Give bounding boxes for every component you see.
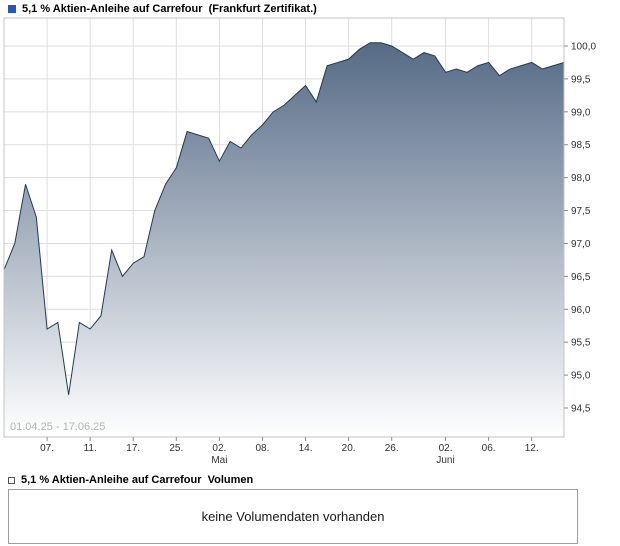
volume-title: 5,1 % Aktien-Anleihe auf Carrefour Volum… <box>21 474 254 486</box>
price-series-legend-swatch <box>8 5 16 13</box>
y-axis-label: 97,0 <box>571 239 591 250</box>
x-axis-label: 07. <box>40 443 54 454</box>
x-axis-label: 17. <box>126 443 140 454</box>
y-axis-label: 97,5 <box>571 206 591 217</box>
y-axis-label: 99,5 <box>571 74 591 85</box>
chart-title: 5,1 % Aktien-Anleihe auf Carrefour (Fran… <box>22 3 317 15</box>
volume-panel: keine Volumendaten vorhanden <box>8 489 578 544</box>
y-axis-label: 95,0 <box>571 371 591 382</box>
x-axis-label: 02. <box>212 443 226 454</box>
y-axis-label: 98,0 <box>571 173 591 184</box>
x-axis-label: 06. <box>482 443 496 454</box>
x-axis-month-label: Mai <box>211 455 227 466</box>
price-line <box>3 42 565 395</box>
y-axis-label: 96,5 <box>571 272 591 283</box>
y-axis-label: 99,0 <box>571 107 591 118</box>
x-axis-label: 25. <box>169 443 183 454</box>
plot-border <box>3 17 565 438</box>
y-axis-label: 95,5 <box>571 338 591 349</box>
x-axis-label: 08. <box>256 443 270 454</box>
price-area <box>4 42 564 438</box>
y-axis-label: 100,0 <box>571 42 596 53</box>
y-axis-label: 98,5 <box>571 140 591 151</box>
x-axis-label: 11. <box>84 443 97 454</box>
y-axis-label: 94,5 <box>571 404 591 415</box>
x-axis-month-label: Juni <box>436 455 454 466</box>
volume-series-legend-swatch <box>8 476 15 484</box>
axes: 100,0 99,5 99,0 98,5 98,0 97,5 97,0 96,5 96,0 95,… <box>40 42 596 467</box>
volume-chart-header: 5,1 % Aktien-Anleihe auf Carrefour Volum… <box>8 474 253 486</box>
x-axis-label: 02. <box>439 443 453 454</box>
x-axis-label: 14. <box>299 443 313 454</box>
x-axis-label: 12. <box>525 443 539 454</box>
no-volume-data-message: keine Volumendaten vorhanden <box>201 509 385 524</box>
y-axis-label: 96,0 <box>571 305 591 316</box>
price-chart-header: 5,1 % Aktien-Anleihe auf Carrefour (Fran… <box>8 3 317 15</box>
date-range-watermark: 01.04.25 - 17.06.25 <box>10 421 106 433</box>
price-chart-canvas: 100,0 99,5 99,0 98,5 98,0 97,5 97,0 96,5 96,0 95,… <box>3 17 596 467</box>
price-chart: 100,0 99,5 99,0 98,5 98,0 97,5 97,0 96,5 96,0 95,… <box>0 14 620 476</box>
x-axis-label: 26. <box>385 443 399 454</box>
x-axis-label: 20. <box>342 443 356 454</box>
